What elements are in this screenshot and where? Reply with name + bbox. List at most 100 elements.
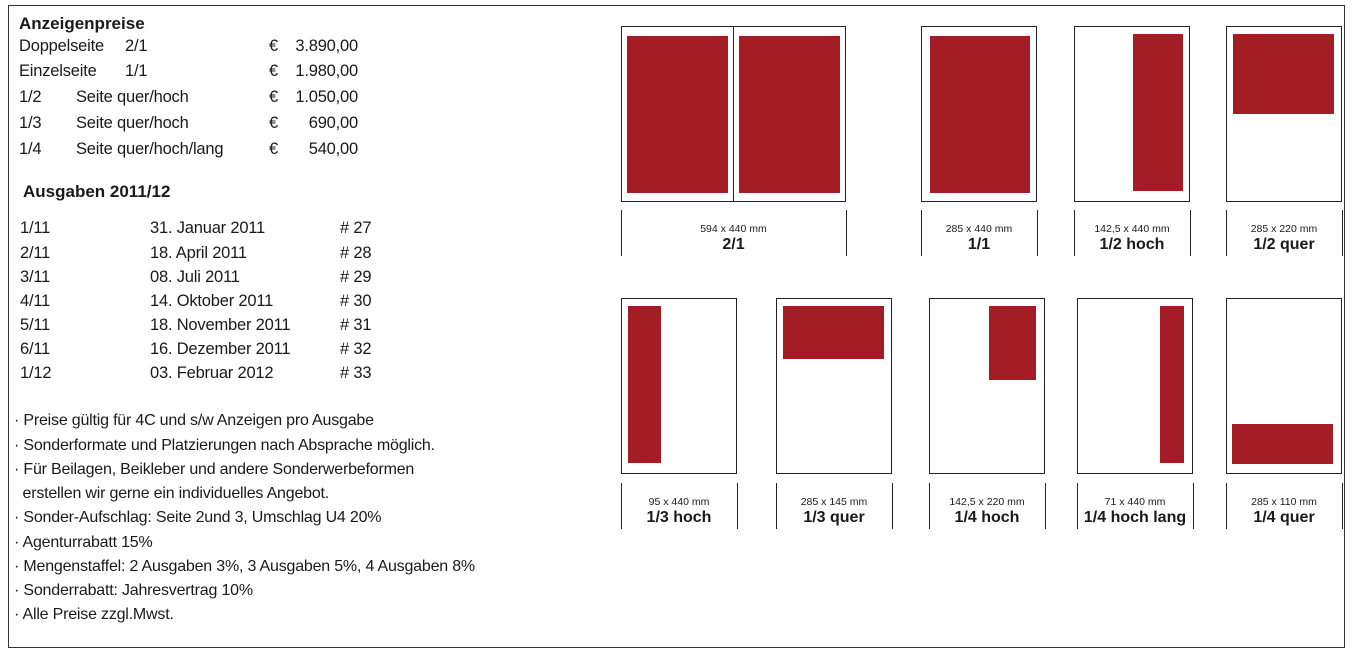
format-label: 1/2 hoch xyxy=(1099,236,1165,253)
price-currency: € xyxy=(269,114,278,132)
format-label: 1/4 quer xyxy=(1253,509,1315,526)
dimension-bracket-right xyxy=(846,210,847,256)
price-size: 1/1 xyxy=(125,62,148,80)
issue-date: 14. Oktober 2011 xyxy=(150,292,274,310)
format-dimensions: 142,5 x 440 mm xyxy=(1094,223,1170,235)
price-size: Seite quer/hoch xyxy=(76,88,189,106)
price-size: Seite quer/hoch/lang xyxy=(76,140,224,158)
price-amount: 1.980,00 xyxy=(295,62,358,80)
note-line: erstellen wir gerne ein individuelles An… xyxy=(14,485,330,502)
ad-area xyxy=(930,36,1030,193)
dimension-bracket-right xyxy=(1190,210,1191,256)
price-amount: 540,00 xyxy=(308,140,358,158)
format-label: 2/1 xyxy=(722,236,745,253)
issue-number: 6/11 xyxy=(20,340,51,358)
issue-count: # 30 xyxy=(340,292,372,310)
price-currency: € xyxy=(269,140,278,158)
dimension-bracket-right xyxy=(1193,483,1194,529)
format-dimensions: 285 x 220 mm xyxy=(1250,223,1318,235)
outer-frame xyxy=(8,5,1345,648)
ad-area-left xyxy=(627,36,728,193)
issue-count: # 33 xyxy=(340,364,372,382)
note-line: · Mengenstaffel: 2 Ausgaben 3%, 3 Ausgab… xyxy=(14,558,475,575)
ad-area xyxy=(783,306,884,359)
format-dimensions: 142,5 x 220 mm xyxy=(949,496,1025,508)
format-label: 1/4 hoch xyxy=(954,509,1020,526)
price-format: 1/3 xyxy=(19,114,42,132)
dimension-bracket-left xyxy=(1226,210,1227,256)
dimension-bracket-right xyxy=(1342,483,1343,529)
dimension-bracket-right xyxy=(892,483,893,529)
format-label: 1/4 hoch lang xyxy=(1083,509,1187,526)
dimension-bracket-right xyxy=(1037,210,1038,256)
format-dimensions: 95 x 440 mm xyxy=(648,496,710,508)
issue-count: # 32 xyxy=(340,340,372,358)
price-size: Seite quer/hoch xyxy=(76,114,189,132)
dimension-bracket-right xyxy=(1045,483,1046,529)
format-dimensions: 285 x 145 mm xyxy=(800,496,868,508)
issue-count: # 29 xyxy=(340,268,372,286)
ad-area xyxy=(1233,34,1334,114)
price-amount: 3.890,00 xyxy=(295,37,358,55)
issue-number: 3/11 xyxy=(20,268,51,286)
ad-area xyxy=(1232,424,1333,464)
dimension-bracket-left xyxy=(929,483,930,529)
ad-area xyxy=(628,306,661,463)
dimension-bracket-right xyxy=(737,483,738,529)
dimension-bracket-left xyxy=(776,483,777,529)
ad-area-right xyxy=(739,36,840,193)
issue-count: # 27 xyxy=(340,219,372,237)
note-line: · Alle Preise zzgl.Mwst. xyxy=(14,606,174,623)
format-label: 1/1 xyxy=(967,236,991,253)
issue-count: # 28 xyxy=(340,244,372,262)
issue-count: # 31 xyxy=(340,316,372,334)
price-format: 1/2 xyxy=(19,88,42,106)
issues-title: Ausgaben 2011/12 xyxy=(23,182,171,201)
issue-number: 1/12 xyxy=(20,364,52,382)
dimension-bracket-left xyxy=(1226,483,1227,529)
issue-date: 18. November 2011 xyxy=(150,316,291,334)
note-line: · Preise gültig für 4C und s/w Anzeigen … xyxy=(14,412,374,429)
price-currency: € xyxy=(269,62,278,80)
issue-date: 03. Februar 2012 xyxy=(150,364,274,382)
format-label: 1/3 quer xyxy=(803,509,865,526)
issue-number: 1/11 xyxy=(20,219,51,237)
price-amount: 1.050,00 xyxy=(295,88,358,106)
price-amount: 690,00 xyxy=(308,114,358,132)
dimension-bracket-left xyxy=(1077,483,1078,529)
price-currency: € xyxy=(269,37,278,55)
dimension-bracket-right xyxy=(1342,210,1343,256)
ad-area xyxy=(989,306,1036,380)
spine-line xyxy=(733,26,734,202)
issue-date: 16. Dezember 2011 xyxy=(150,340,291,358)
dimension-bracket-left xyxy=(621,483,622,529)
issue-date: 18. April 2011 xyxy=(150,244,247,262)
price-size: 2/1 xyxy=(125,37,148,55)
format-dimensions: 285 x 440 mm xyxy=(945,223,1013,235)
issue-number: 5/11 xyxy=(20,316,51,334)
note-line: · Sonderrabatt: Jahresvertrag 10% xyxy=(14,582,253,599)
price-format: 1/4 xyxy=(19,140,42,158)
format-label: 1/2 quer xyxy=(1253,236,1315,253)
issue-date: 08. Juli 2011 xyxy=(150,268,240,286)
note-line: · Für Beilagen, Beikleber und andere Son… xyxy=(14,461,415,478)
note-line: · Sonder-Aufschlag: Seite 2und 3, Umschl… xyxy=(14,509,382,526)
dimension-bracket-left xyxy=(921,210,922,256)
dimension-bracket-left xyxy=(1074,210,1075,256)
format-dimensions: 71 x 440 mm xyxy=(1104,496,1166,508)
format-dimensions: 285 x 110 mm xyxy=(1251,496,1317,508)
ad-area xyxy=(1133,34,1183,191)
price-currency: € xyxy=(269,88,278,106)
issue-date: 31. Januar 2011 xyxy=(150,219,266,237)
note-line: · Agenturrabatt 15% xyxy=(14,534,153,551)
price-format: Doppelseite xyxy=(19,37,104,55)
prices-title: Anzeigenpreise xyxy=(19,14,145,33)
format-label: 1/3 hoch xyxy=(646,509,712,526)
note-line: · Sonderformate und Platzierungen nach A… xyxy=(14,437,435,454)
ad-area xyxy=(1160,306,1184,463)
dimension-bracket-left xyxy=(621,210,622,256)
issue-number: 4/11 xyxy=(20,292,51,310)
price-format: Einzelseite xyxy=(19,62,97,80)
issue-number: 2/11 xyxy=(20,244,51,262)
format-dimensions: 594 x 440 mm xyxy=(700,223,767,235)
